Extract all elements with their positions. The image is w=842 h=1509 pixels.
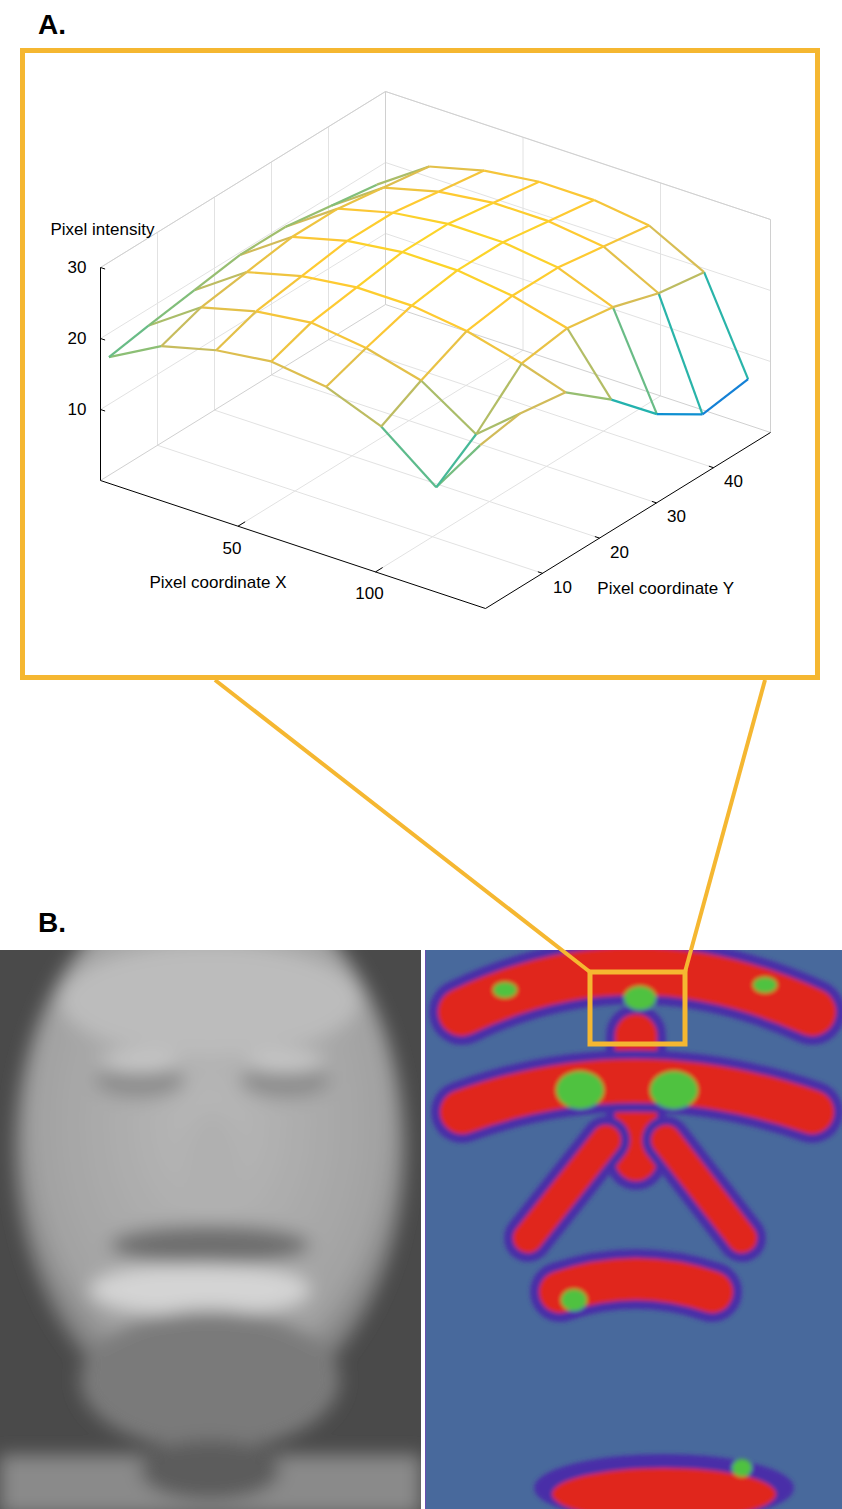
svg-text:Pixel coordinate X: Pixel coordinate X [149,573,286,592]
svg-text:Pixel coordinate Y: Pixel coordinate Y [597,579,734,598]
svg-text:40: 40 [724,472,743,491]
svg-text:50: 50 [223,539,242,558]
svg-text:10: 10 [553,578,572,597]
svg-text:Pixel intensity: Pixel intensity [51,220,155,239]
svg-text:100: 100 [355,584,383,603]
svg-text:20: 20 [68,329,87,348]
svg-text:20: 20 [610,543,629,562]
svg-text:30: 30 [667,507,686,526]
svg-text:10: 10 [68,400,87,419]
svg-text:B.: B. [38,907,66,938]
svg-text:A.: A. [38,9,66,40]
svg-text:30: 30 [68,258,87,277]
